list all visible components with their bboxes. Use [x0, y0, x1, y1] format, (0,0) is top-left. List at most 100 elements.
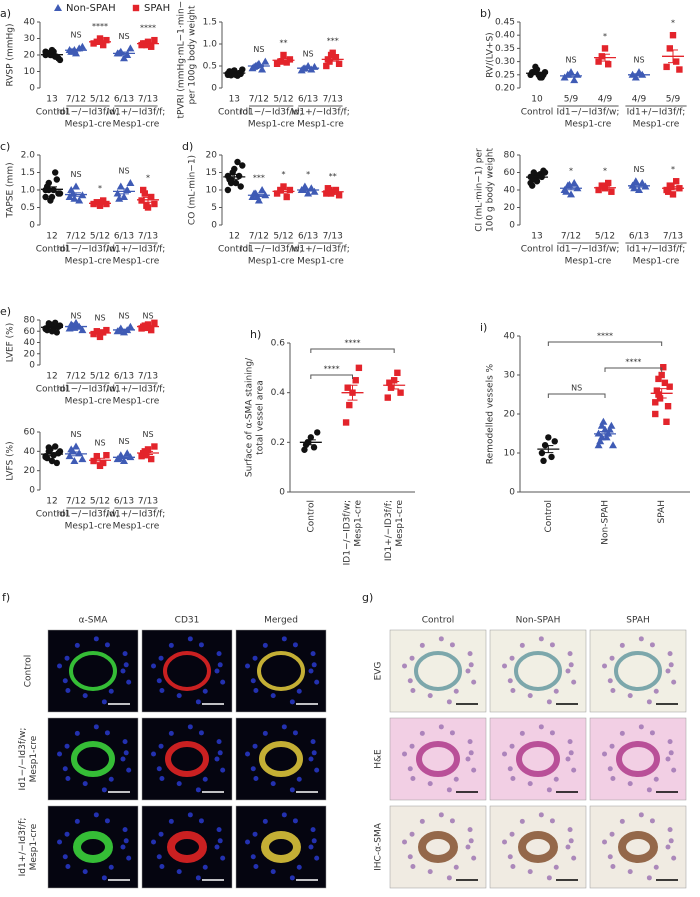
data-point: [78, 455, 87, 463]
group-label: Mesp1-cre: [248, 120, 295, 130]
panel-label: a): [0, 7, 11, 20]
data-point: [664, 403, 672, 410]
data-point: [47, 197, 54, 204]
data-point: [56, 190, 64, 197]
data-point: [565, 180, 574, 188]
error-bar: [47, 53, 57, 56]
cell: [310, 739, 316, 745]
cell: [314, 767, 320, 773]
cell: [122, 739, 128, 745]
data-point: [45, 444, 52, 451]
group-label: Control: [218, 245, 251, 255]
cell: [176, 869, 182, 875]
group-label: Id1+/−Id3f/f;: [291, 245, 350, 255]
group-label: Id1−/−Id3f/w;: [57, 510, 120, 520]
cell: [250, 766, 256, 772]
cell: [314, 679, 320, 685]
cell: [527, 693, 533, 699]
data-point: [239, 162, 246, 169]
data-point: [261, 57, 270, 65]
cell: [449, 818, 455, 824]
micrograph: [389, 805, 487, 889]
data-point: [562, 187, 571, 195]
x-tick-label: 12: [46, 372, 57, 382]
cell: [471, 855, 477, 861]
cell: [438, 812, 444, 818]
group-label: Id1−/−Id3f/w;: [57, 245, 120, 255]
cell: [671, 767, 677, 773]
data-point: [595, 58, 602, 65]
cell: [126, 855, 132, 861]
cell: [187, 812, 193, 818]
cell: [64, 655, 70, 661]
group-label: Id1−/−Id3f/w;: [557, 108, 620, 118]
significance-label: NS: [94, 439, 105, 448]
data-point: [652, 399, 659, 406]
cell: [668, 750, 674, 756]
cell: [216, 827, 222, 833]
y-tick-label: 0: [279, 488, 285, 498]
y-tick-label: 20: [24, 349, 36, 359]
vessel-wall: [259, 741, 303, 777]
error-bar: [95, 331, 105, 335]
data-point: [115, 194, 124, 202]
group-label: Mesp1-cre: [565, 120, 612, 130]
cell: [602, 839, 608, 845]
error-bar: [47, 452, 57, 457]
x-tick-label: 13: [531, 232, 542, 242]
cell: [409, 743, 415, 749]
cell: [311, 750, 317, 756]
y-tick-label: 0.20: [495, 84, 515, 94]
x-tick-label: 5/12: [90, 497, 110, 507]
data-point: [56, 448, 64, 455]
data-point: [387, 384, 395, 391]
cell: [262, 730, 268, 736]
cell: [120, 668, 126, 674]
group-label: Control: [521, 245, 554, 255]
group-label: Mesp1-cre: [113, 257, 160, 267]
cell: [407, 854, 413, 860]
cell: [62, 766, 68, 772]
cell: [653, 776, 659, 782]
x-tick-label: 7/13: [138, 497, 158, 507]
x-tick-label: 4/9: [598, 95, 613, 105]
data-point: [72, 318, 80, 326]
cell: [627, 693, 633, 699]
y-tick-label: 20: [206, 151, 218, 161]
cell: [407, 678, 413, 684]
error-bar: [143, 42, 153, 45]
x-tick-label: 12: [46, 232, 57, 242]
column-label: Merged: [264, 616, 298, 626]
y-axis-title: CI (mL·min−1) per: [475, 148, 485, 232]
cell: [538, 812, 544, 818]
cell: [519, 730, 525, 736]
cell: [427, 693, 433, 699]
cell: [549, 730, 555, 736]
cell: [667, 739, 673, 745]
group-label: Mesp1-cre: [633, 120, 680, 130]
data-point: [605, 425, 614, 433]
cell: [176, 693, 182, 699]
group-label: Id1+/−Id3f/f;: [291, 108, 350, 118]
y-tick-label: 40: [24, 447, 36, 457]
cell: [549, 642, 555, 648]
column-label: CD31: [175, 616, 200, 626]
cell: [553, 776, 559, 782]
micrograph: [489, 805, 587, 889]
cell: [609, 743, 615, 749]
group-label: Id1−/−Id3f/w;: [240, 245, 303, 255]
x-tick-label: 7/13: [138, 232, 158, 242]
group-label: Control: [36, 510, 69, 520]
group-label: Mesp1-cre: [297, 257, 344, 267]
group-label: Id1+/−Id3f/f;: [627, 245, 686, 255]
cell: [198, 730, 204, 736]
significance-label: *: [603, 167, 607, 176]
cell: [270, 781, 276, 787]
column-label: Non-SPAH: [516, 616, 561, 626]
cell: [216, 651, 222, 657]
data-point: [541, 169, 549, 176]
cell: [507, 678, 513, 684]
data-point: [148, 43, 155, 50]
data-point: [594, 429, 603, 437]
row-label: Control: [24, 655, 34, 688]
